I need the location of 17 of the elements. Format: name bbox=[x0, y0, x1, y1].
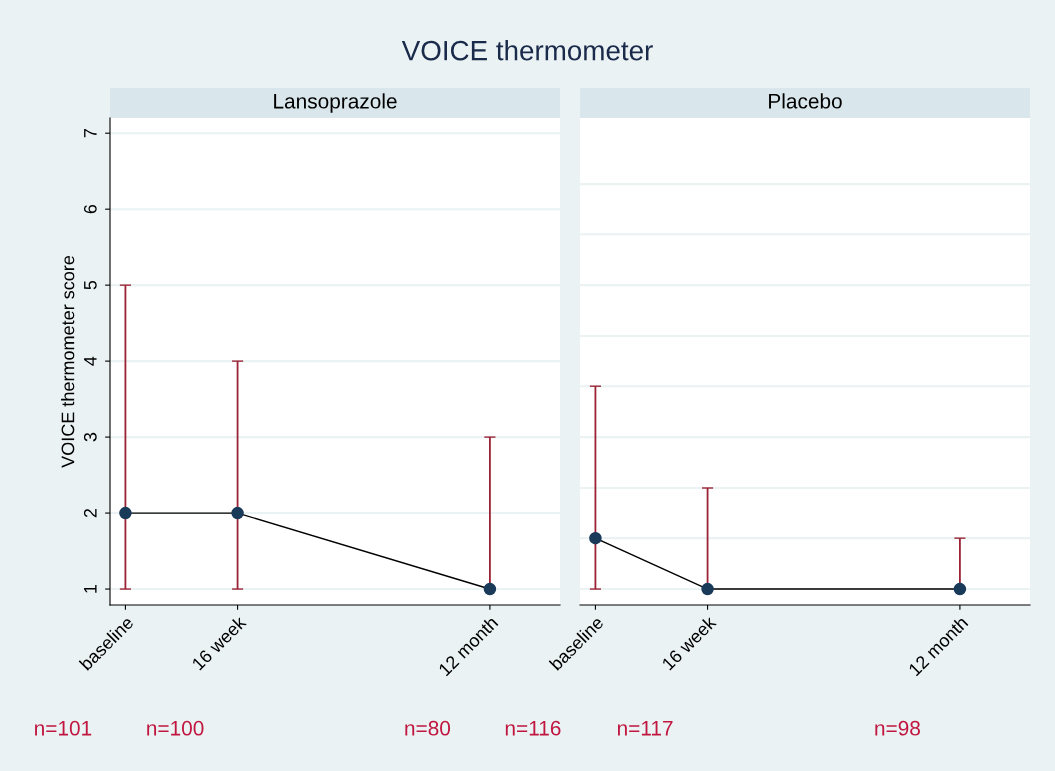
text: n=116 bbox=[505, 720, 561, 736]
chart-subtitle: Lansoprazole bbox=[274, 93, 397, 113]
y-tick-label: 4 bbox=[84, 356, 97, 366]
y-tick-label: 3 bbox=[83, 432, 97, 442]
y-tick-label: 2 bbox=[83, 508, 97, 518]
text: n=117 bbox=[617, 721, 673, 736]
y-axis-title: VOICE thermometer score bbox=[61, 255, 75, 468]
text: n=80 bbox=[405, 720, 451, 736]
text: n=100 bbox=[147, 720, 204, 736]
text: n=101 bbox=[35, 720, 92, 736]
y-tick-label: 1 bbox=[84, 584, 97, 593]
text: n=98 bbox=[875, 720, 920, 736]
y-tick-label: 5 bbox=[84, 280, 97, 290]
chart-subtitle: Placebo bbox=[769, 93, 842, 109]
y-tick-label: 7 bbox=[84, 129, 97, 138]
chart-title: VOICE thermometer bbox=[401, 40, 653, 61]
y-tick-label: 6 bbox=[83, 204, 97, 214]
